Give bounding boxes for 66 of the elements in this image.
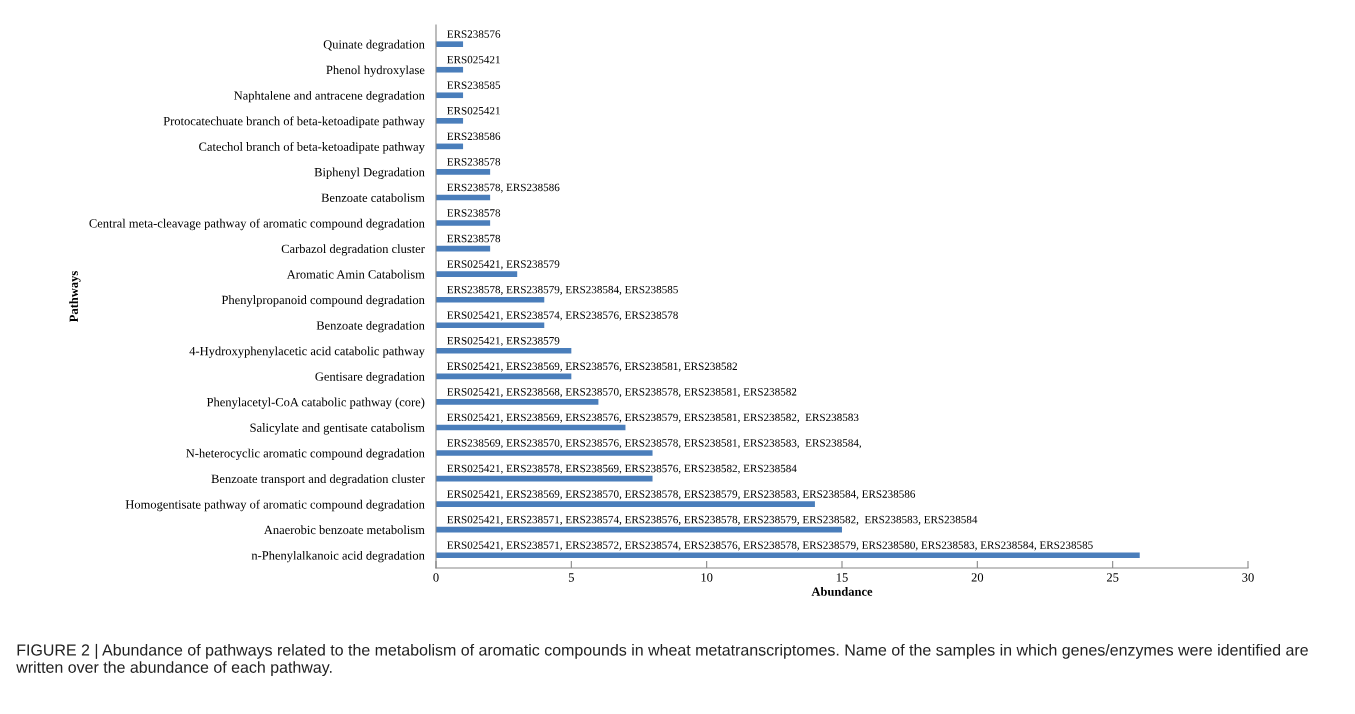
x-tick-label: 30 (1242, 573, 1254, 582)
y-tick-label: Carbazol degradation cluster (281, 244, 425, 256)
y-tick-label: Homogentisate pathway of aromatic compound degradation (125, 499, 425, 512)
y-tick-label: N-heterocyclic aromatic compound degradation (186, 448, 425, 461)
x-tick-label: 25 (1106, 573, 1119, 582)
y-tick-label: 4-Hydroxyphenylacetic acid catabolic pathway (189, 346, 425, 358)
data-label: ERS025421, ERS238579 (447, 260, 560, 270)
bar (436, 92, 464, 99)
y-tick-label: Protocatechuate branch of beta-ketoadipate pathway (163, 116, 425, 128)
y-tick-label: Anaerobic benzoate metabolism (263, 525, 425, 535)
x-tick-label: 5 (568, 573, 574, 582)
data-label: ERS025421 (447, 55, 500, 64)
y-tick-label: Naphtalene and antracene degradation (234, 90, 425, 103)
data-label: ERS025421, ERS238579 (447, 336, 560, 347)
data-label: ERS238585 (447, 81, 501, 89)
data-label: ERS238586 (447, 132, 501, 141)
y-axis-title: Pathways (69, 271, 81, 322)
y-tick-label: Benzoate catabolism (321, 193, 425, 202)
y-tick-label: Aromatic Amin Catabolism (286, 269, 425, 279)
y-tick-label: Central meta-cleavage pathway of aromatic compound degradation (89, 218, 425, 231)
data-label: ERS238578 (447, 234, 501, 243)
data-label: ERS025421, ERS238569, ERS238576, ERS238579, ERS238581, ERS238582, ERS238583 (447, 413, 859, 423)
bar (436, 399, 599, 405)
x-tick-label: 10 (701, 573, 713, 582)
x-tick-label: 15 (836, 573, 848, 582)
x-tick-label: 20 (971, 573, 984, 582)
y-tick-label: Biphenyl Degradation (314, 167, 425, 179)
x-tick-label: 0 (433, 573, 439, 582)
y-tick-label: Gentisare degradation (315, 372, 425, 384)
data-label: ERS025421, ERS238569, ERS238576, ERS238581, ERS238582 (447, 362, 737, 372)
data-label: ERS025421, ERS238571, ERS238574, ERS238576, ERS238578, ERS238579, ERS238582, ERS238583, ERS238584 (447, 515, 978, 525)
data-label: ERS025421, ERS238568, ERS238570, ERS238578, ERS238581, ERS238582 (447, 388, 797, 398)
data-label: ERS238578 (447, 209, 501, 217)
data-label: ERS025421, ERS238578, ERS238569, ERS238576, ERS238582, ERS238584 (447, 464, 797, 474)
bar (436, 450, 653, 456)
caption: FIGURE 2 | Abundance of pathways related to the metabolism of aromatic compounds in wheat metatranscriptomes. Name of the samples in which genes/enzymes were identified are written over the abundance of each pathway. (16, 643, 1308, 677)
bar (436, 271, 518, 277)
bar (436, 118, 464, 124)
data-label: ERS238578, ERS238586 (447, 183, 560, 193)
bar (436, 296, 545, 303)
y-tick-label: Quinate degradation (323, 39, 425, 52)
y-tick-label: Salicylate and gentisate catabolism (250, 423, 425, 435)
data-label: ERS238569, ERS238570, ERS238576, ERS238578, ERS238581, ERS238583, ERS238584, (447, 439, 861, 449)
y-tick-label: Catechol branch of beta-ketoadipate pathway (199, 141, 425, 154)
y-tick-label: n-Phenylalkanoic acid degradation (251, 550, 425, 563)
y-tick-label: Phenol hydroxylase (326, 65, 425, 77)
bar (436, 169, 491, 175)
x-axis-title: Abundance (811, 586, 873, 596)
bar (436, 501, 815, 507)
data-label: ERS238576 (447, 30, 501, 38)
bar (436, 220, 491, 226)
data-label: ERS025421, ERS238569, ERS238570, ERS238578, ERS238579, ERS238583, ERS238584, ERS238586 (447, 490, 916, 500)
bar (436, 322, 545, 329)
data-label: ERS025421, ERS238571, ERS238572, ERS238574, ERS238576, ERS238578, ERS238579, ERS238580, ERS238583, ERS238584, ERS238585 (447, 541, 1093, 551)
data-label: ERS238578 (447, 158, 501, 166)
y-tick-label: Phenylacetyl-CoA catabolic pathway (core) (206, 397, 425, 409)
y-tick-label: Benzoate transport and degradation cluster (211, 474, 425, 486)
bar (436, 41, 464, 47)
y-tick-label: Benzoate degradation (316, 320, 425, 333)
y-tick-label: Phenylpropanoid compound degradation (221, 295, 425, 307)
bar (436, 347, 572, 354)
bar (436, 552, 1140, 559)
data-label: ERS238578, ERS238579, ERS238584, ERS238585 (447, 285, 678, 295)
bar (436, 66, 464, 73)
data-label: ERS025421, ERS238574, ERS238576, ERS238578 (447, 311, 678, 321)
data-label: ERS025421 (447, 106, 500, 115)
